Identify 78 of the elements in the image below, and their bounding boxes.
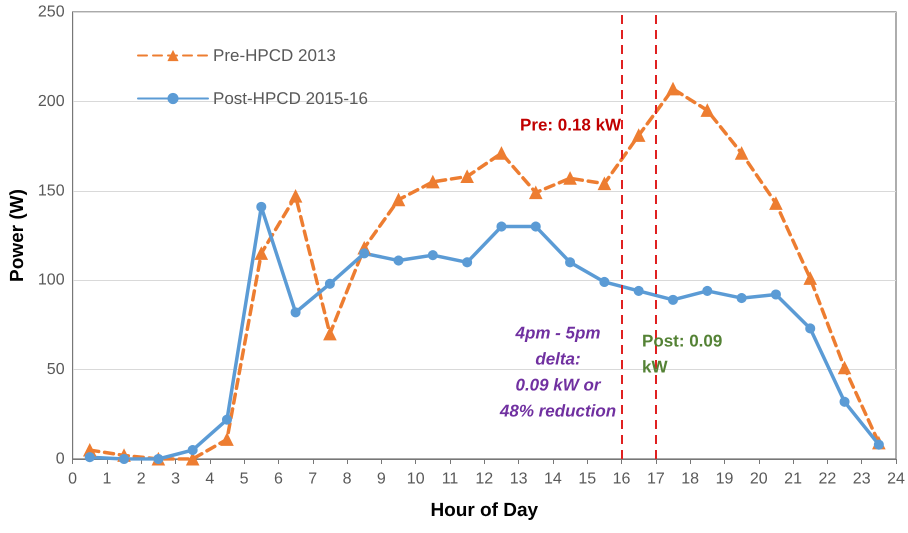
legend-label: Pre-HPCD 2013 <box>213 46 336 65</box>
y-tick-label: 50 <box>46 361 65 378</box>
x-tick-label: 0 <box>68 470 78 488</box>
point <box>634 286 644 296</box>
point <box>736 293 747 304</box>
point <box>188 445 198 456</box>
x-tick-label: 21 <box>784 470 802 488</box>
point <box>394 256 404 266</box>
y-tick-label: 150 <box>38 182 65 200</box>
point <box>220 432 234 446</box>
point <box>769 196 782 210</box>
x-tick-label: 4 <box>205 470 214 488</box>
point <box>838 361 852 374</box>
x-tick-label: 5 <box>240 470 249 488</box>
point <box>770 290 781 300</box>
point <box>598 177 611 190</box>
point <box>460 170 474 183</box>
point <box>323 327 336 340</box>
y-tick-label: 250 <box>38 4 65 20</box>
y-tick-label: 100 <box>38 272 65 289</box>
point <box>666 82 680 96</box>
x-tick-label: 16 <box>612 470 631 488</box>
x-tick-label: 9 <box>376 470 386 488</box>
x-tick-label: 10 <box>406 470 425 488</box>
y-tick-label: 200 <box>38 92 65 110</box>
point <box>564 172 577 185</box>
point <box>700 104 714 117</box>
point <box>529 186 542 200</box>
point <box>702 286 712 296</box>
point <box>632 128 646 142</box>
point <box>805 323 816 334</box>
x-axis-title: Hour of Day <box>430 500 539 521</box>
y-tick-label: 0 <box>56 450 65 468</box>
x-tick-label: 12 <box>475 470 494 488</box>
point <box>840 396 850 407</box>
point <box>392 193 406 206</box>
point <box>426 175 440 188</box>
point <box>599 276 610 287</box>
x-tick-label: 19 <box>716 470 734 488</box>
point <box>84 452 95 462</box>
x-tick-label: 24 <box>887 470 905 488</box>
point <box>289 190 302 203</box>
x-tick-label: 7 <box>308 470 318 488</box>
x-tick-label: 22 <box>818 470 836 488</box>
x-tick-label: 8 <box>342 470 352 488</box>
point <box>428 250 438 260</box>
x-tick-label: 20 <box>750 470 768 488</box>
x-tick-label: 1 <box>102 470 112 488</box>
point <box>324 278 335 289</box>
point <box>530 222 541 232</box>
x-tick-label: 18 <box>681 470 700 488</box>
annotation: 4pm - 5pm delta: 0.09 kW or 48% reduction <box>498 324 616 420</box>
x-tick-label: 6 <box>274 470 283 488</box>
legend-label: Post-HPCD 2015-16 <box>213 89 368 108</box>
x-tick-label: 2 <box>136 470 146 488</box>
point <box>494 146 508 160</box>
point <box>804 272 817 285</box>
x-tick-label: 3 <box>171 470 180 488</box>
point <box>186 452 200 466</box>
point <box>462 257 472 268</box>
point <box>565 257 576 268</box>
point <box>256 202 266 212</box>
annotation: Post: 0.09 kW <box>642 332 722 376</box>
point <box>496 222 506 232</box>
point <box>254 246 268 260</box>
point <box>290 307 301 318</box>
point <box>735 146 748 160</box>
point <box>359 248 370 258</box>
y-axis-title: Power (W) <box>7 189 28 282</box>
point <box>668 294 678 305</box>
point <box>222 414 232 425</box>
x-tick-label: 17 <box>646 470 665 488</box>
x-tick-label: 11 <box>442 470 458 488</box>
annotation: Pre: 0.18 kW <box>520 116 622 134</box>
x-tick-label: 13 <box>510 470 528 488</box>
x-tick-label: 23 <box>852 470 871 488</box>
x-tick-label: 15 <box>578 470 596 488</box>
x-tick-label: 14 <box>544 470 562 488</box>
